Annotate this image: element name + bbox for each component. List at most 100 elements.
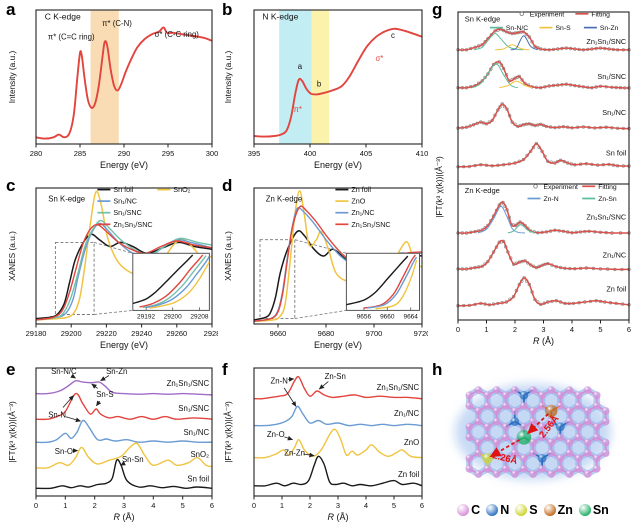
svg-text:XANES (a.u.): XANES (a.u.) bbox=[223, 231, 233, 281]
svg-text:ZnO: ZnO bbox=[351, 197, 365, 206]
Sn-atom-icon bbox=[578, 504, 591, 516]
panel-label-b: b bbox=[222, 0, 233, 19]
svg-text:5: 5 bbox=[598, 325, 602, 334]
svg-text:Sn foil: Sn foil bbox=[606, 149, 627, 158]
svg-text:2: 2 bbox=[308, 501, 312, 510]
svg-text:Sn₁/NC: Sn₁/NC bbox=[602, 108, 626, 117]
svg-text:Energy (eV): Energy (eV) bbox=[100, 160, 148, 170]
svg-text:Zn₁/NC: Zn₁/NC bbox=[394, 409, 420, 418]
svg-text:ZnO: ZnO bbox=[404, 438, 419, 447]
model-legend-item-Sn: Sn bbox=[578, 503, 609, 517]
svg-text:3: 3 bbox=[541, 325, 545, 334]
panel-label-a: a bbox=[6, 0, 16, 19]
svg-text:9660: 9660 bbox=[380, 313, 395, 320]
svg-text:|FT(k³ χ(k))|(Å⁻³): |FT(k³ χ(k))|(Å⁻³) bbox=[7, 401, 17, 463]
chart-sn-exafs: 0 1 2 3 4 5 6 R (Å) |FT(k³ χ(k))|(Å⁻³) Sn-N/C Sn-Z… bbox=[7, 367, 214, 522]
panel-label-g: g bbox=[432, 0, 443, 19]
svg-text:Zn-Sn: Zn-Sn bbox=[598, 196, 617, 203]
model-legend-label: C bbox=[471, 503, 481, 517]
svg-text:Sn-O: Sn-O bbox=[55, 447, 73, 456]
svg-text:Experiment: Experiment bbox=[530, 11, 564, 18]
C-atom-icon bbox=[457, 504, 470, 516]
svg-text:XANES (a.u.): XANES (a.u.) bbox=[7, 231, 17, 281]
panel-d: d 9656 9660 9664 9660 9680 9700 9720 Energy (eV… bbox=[222, 177, 428, 360]
chart-n-k-edge: 395 400 405 410 Energy (eV) Intensity (a.u.) N… bbox=[223, 9, 428, 170]
svg-text:9656: 9656 bbox=[357, 313, 372, 320]
chart-sn-xanes: 29192 29200 29208 29180 29200 29220 29240 29260… bbox=[7, 185, 218, 350]
panel-c: c 29192 29200 29208 29180 29200 29220 29240 292… bbox=[6, 177, 218, 360]
svg-text:Sn-Sn: Sn-Sn bbox=[122, 455, 144, 464]
svg-text:σ*: σ* bbox=[375, 54, 383, 63]
model-legend-label: Zn bbox=[557, 503, 573, 517]
svg-text:Sn-S: Sn-S bbox=[96, 390, 113, 399]
svg-text:5: 5 bbox=[392, 501, 396, 510]
model-legend-label: N bbox=[500, 503, 510, 517]
svg-text:295: 295 bbox=[162, 149, 175, 158]
svg-text:SnO₂: SnO₂ bbox=[190, 450, 209, 459]
svg-text:Energy (eV): Energy (eV) bbox=[100, 340, 148, 350]
panel-label-h: h bbox=[432, 360, 443, 379]
svg-text:3: 3 bbox=[336, 501, 340, 510]
svg-text:Zn₁Sn₁/SNC: Zn₁Sn₁/SNC bbox=[586, 37, 626, 46]
svg-text:1: 1 bbox=[280, 501, 284, 510]
svg-text:π*: π* bbox=[293, 105, 301, 114]
model-legend-item-Zn: Zn bbox=[543, 503, 573, 517]
svg-text:280: 280 bbox=[30, 149, 43, 158]
panel-f: f 0 1 2 3 4 5 6 R (Å) |FT(k³ χ(k))|(Å⁻³) Zn-N Zn-S… bbox=[222, 360, 428, 526]
svg-text:Zn₁/NC: Zn₁/NC bbox=[603, 250, 627, 259]
svg-text:C K-edge: C K-edge bbox=[45, 11, 81, 21]
svg-text:Zn-Zn: Zn-Zn bbox=[284, 449, 305, 458]
panel-e: e 0 1 2 3 4 5 6 R (Å) |FT(k³ χ(k))|(Å⁻³) Sn-N/C Sn… bbox=[6, 361, 218, 526]
svg-text:6: 6 bbox=[627, 325, 631, 334]
svg-text:Sn₁/NC: Sn₁/NC bbox=[113, 197, 137, 206]
svg-text:4: 4 bbox=[151, 501, 155, 510]
svg-text:Sn-Zn: Sn-Zn bbox=[600, 25, 619, 32]
svg-text:29208: 29208 bbox=[190, 313, 208, 320]
svg-text:a: a bbox=[298, 62, 303, 71]
model-legend: C N S Zn Sn bbox=[432, 503, 634, 517]
N-atom-icon bbox=[486, 504, 499, 516]
svg-text:Sn K-edge: Sn K-edge bbox=[48, 195, 85, 204]
svg-text:R (Å): R (Å) bbox=[328, 512, 349, 522]
svg-text:c: c bbox=[391, 31, 395, 40]
chart-zn-fitting: 0 1 2 3 4 5 6 R (Å) Zn K-edge Experiment Fitting Zn… bbox=[456, 184, 631, 346]
svg-text:Zn₁Sn₁/SNC: Zn₁Sn₁/SNC bbox=[586, 212, 626, 221]
svg-text:395: 395 bbox=[248, 149, 261, 158]
panel-label-f: f bbox=[222, 360, 228, 379]
svg-text:9720: 9720 bbox=[414, 329, 428, 338]
svg-text:Zn₁Sn₁/SNC: Zn₁Sn₁/SNC bbox=[113, 220, 152, 229]
chart-c-k-edge: 280 285 290 295 300 Energy (eV) Intensity (a.u… bbox=[7, 9, 218, 170]
svg-text:Zn-O: Zn-O bbox=[267, 430, 285, 439]
svg-text:Sn-Zn: Sn-Zn bbox=[106, 367, 127, 376]
chart-zn-xanes: 9656 9660 9664 9660 9680 9700 9720 Energy (eV) X… bbox=[223, 185, 428, 350]
svg-text:Sn-N: Sn-N bbox=[48, 410, 66, 419]
panel-h: h 2.56Å 2.26Å C N S Zn Sn bbox=[432, 360, 634, 526]
svg-text:400: 400 bbox=[304, 149, 317, 158]
panel-g: g |FT(k³ χ(k))|(Å⁻³) Sn K-edge Experiment… bbox=[432, 0, 634, 356]
svg-text:29192: 29192 bbox=[137, 313, 155, 320]
svg-text:6: 6 bbox=[420, 501, 424, 510]
svg-text:b: b bbox=[317, 79, 322, 88]
svg-text:R (Å): R (Å) bbox=[533, 336, 554, 346]
svg-text:Intensity (a.u.): Intensity (a.u.) bbox=[7, 50, 17, 103]
svg-text:Zn foil: Zn foil bbox=[351, 185, 371, 194]
svg-text:Intensity (a.u.): Intensity (a.u.) bbox=[223, 50, 233, 103]
svg-text:1: 1 bbox=[484, 325, 488, 334]
svg-text:Sn₁/SNC: Sn₁/SNC bbox=[178, 404, 209, 413]
svg-text:5: 5 bbox=[181, 501, 185, 510]
svg-text:1: 1 bbox=[63, 501, 67, 510]
svg-text:2: 2 bbox=[93, 501, 97, 510]
panel-a: a 280 285 290 295 300 Energy (eV) Intensity (a… bbox=[6, 0, 218, 178]
svg-text:Zn K-edge: Zn K-edge bbox=[465, 186, 500, 195]
svg-text:N K-edge: N K-edge bbox=[262, 11, 298, 21]
svg-text:Fitting: Fitting bbox=[591, 11, 610, 18]
svg-text:Sn K-edge: Sn K-edge bbox=[465, 15, 500, 24]
svg-text:R (Å): R (Å) bbox=[114, 512, 135, 522]
svg-text:Zn₁Sn₁/SNC: Zn₁Sn₁/SNC bbox=[351, 220, 390, 229]
g-y-axis-label: |FT(k³ χ(k))|(Å⁻³) bbox=[434, 156, 444, 218]
svg-text:9660: 9660 bbox=[270, 329, 287, 338]
svg-text:4: 4 bbox=[570, 325, 574, 334]
svg-text:SnO₂: SnO₂ bbox=[173, 185, 190, 194]
model-legend-item-S: S bbox=[515, 503, 538, 517]
